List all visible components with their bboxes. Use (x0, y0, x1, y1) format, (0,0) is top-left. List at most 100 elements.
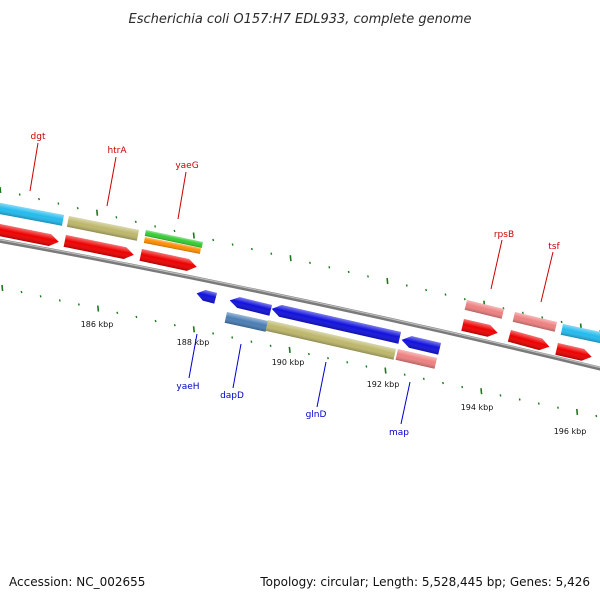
upper-scale-minor-tick (367, 275, 369, 278)
genome-backbone (0, 238, 600, 371)
gene-bar-dapD[interactable] (224, 312, 269, 332)
gene-arrow-tsf[interactable] (507, 330, 551, 353)
upper-scale-minor-tick (250, 247, 253, 251)
gene-arrow-dapD-shading (229, 297, 272, 316)
gene-arrow-yaeG[interactable] (139, 249, 198, 273)
lower-scale-minor-tick (403, 373, 406, 376)
gene-arrow-right-edge-shading (555, 343, 592, 361)
lower-scale-major-tick (480, 388, 483, 395)
lower-scale-minor-tick (365, 365, 368, 368)
gene-label-yaeH[interactable]: yaeH (176, 382, 199, 392)
backbone-line (0, 238, 600, 371)
scale-label-190: 190 kbp (272, 358, 305, 367)
gene-arrow-htrA-shading (63, 235, 134, 259)
gene-label-dapD[interactable]: dapD (220, 391, 244, 401)
lower-scale-minor-tick (442, 381, 444, 385)
gene-bar-yaeG-green[interactable] (144, 230, 203, 248)
leader-line-glnD (316, 361, 327, 408)
upper-scale-minor-tick (463, 297, 466, 301)
scale-ticks (0, 186, 600, 418)
leader-line-dapD (232, 343, 242, 389)
upper-scale-minor-tick (231, 243, 234, 246)
lower-scale-minor-tick (231, 336, 234, 339)
upper-scale-minor-tick (76, 206, 79, 210)
accession-text: Accession: NC_002655 (9, 575, 145, 589)
gene-label-rpsB[interactable]: rpsB (494, 230, 514, 240)
upper-scale-minor-tick (521, 311, 524, 315)
gene-bar-tsf-shading (512, 312, 558, 332)
gene-arrow-rpsB[interactable] (461, 319, 499, 339)
gene-arrow-map[interactable] (400, 334, 442, 355)
gene-label-htrA[interactable]: htrA (107, 146, 127, 156)
gene-bar-yaeG-orange[interactable] (143, 237, 202, 254)
gene-bar-dgt[interactable] (0, 201, 65, 226)
gene-arrow-dapD[interactable] (228, 295, 272, 316)
gene-arrow-htrA[interactable] (63, 235, 135, 261)
gene-bar-rpsB-shading (464, 300, 505, 319)
lower-scale-minor-tick (499, 394, 502, 397)
lower-scale-minor-tick (422, 377, 425, 381)
gene-arrow-tsf-shading (507, 330, 550, 351)
lower-scale-major-tick (97, 305, 100, 312)
gene-arrow-dgt-shading (0, 222, 59, 247)
lower-scale-minor-tick (518, 398, 521, 401)
gene-arrow-glnD[interactable] (270, 303, 401, 344)
scale-label-196: 196 kbp (554, 427, 587, 436)
gene-bar-yaeG-green-shading (144, 230, 203, 248)
scale-label-192: 192 kbp (367, 380, 400, 389)
gene-bar-htrA[interactable] (66, 216, 140, 241)
leader-line-yaeH (188, 333, 198, 379)
leader-line-dgt (29, 142, 39, 192)
gene-label-glnD[interactable]: glnD (306, 410, 327, 420)
upper-scale-major-tick (0, 186, 2, 194)
gene-bar-map-shading (395, 349, 438, 369)
upper-scale-minor-tick (173, 229, 176, 233)
gene-label-dgt[interactable]: dgt (31, 132, 46, 142)
gene-arrow-dgt[interactable] (0, 222, 60, 248)
upper-scale-minor-tick (115, 216, 118, 219)
lower-scale-minor-tick (461, 385, 464, 389)
lower-scale-minor-tick (39, 295, 42, 298)
leader-line-tsf (540, 251, 554, 303)
upper-scale-minor-tick (57, 202, 60, 205)
upper-scale-major-tick (289, 255, 292, 262)
upper-scale-minor-tick (425, 288, 428, 292)
gene-arrow-yaeH-shading (196, 289, 218, 304)
upper-scale-minor-tick (134, 220, 137, 224)
gene-label-map[interactable]: map (389, 428, 409, 438)
upper-scale-minor-tick (328, 266, 331, 269)
gene-arrow-right-edge[interactable] (555, 343, 593, 363)
gene-bar-cyan-right[interactable] (560, 324, 600, 345)
gene-bar-dgt-shading (0, 201, 65, 226)
gene-bar-glnD[interactable] (265, 320, 396, 360)
lower-scale-minor-tick (557, 406, 559, 409)
upper-scale-minor-tick (270, 252, 273, 255)
gene-features (0, 201, 600, 369)
gene-bar-glnD-shading (265, 320, 396, 360)
gene-arrow-map-shading (401, 336, 442, 355)
gene-label-yaeG[interactable]: yaeG (175, 161, 198, 171)
upper-scale-minor-tick (560, 320, 563, 324)
gene-bar-htrA-shading (66, 216, 140, 241)
upper-scale-minor-tick (212, 238, 215, 242)
gene-label-tsf[interactable]: tsf (548, 242, 560, 252)
lower-scale-major-tick (288, 346, 291, 353)
lower-scale-minor-tick (212, 332, 215, 335)
upper-scale-minor-tick (347, 270, 350, 274)
scale-label-188: 188 kbp (177, 338, 210, 347)
gene-arrow-yaeH[interactable] (195, 288, 218, 304)
leader-line-rpsB (490, 239, 503, 290)
gene-bar-rpsB[interactable] (464, 300, 505, 319)
gene-bar-tsf[interactable] (512, 312, 558, 332)
lower-scale-minor-tick (327, 356, 329, 360)
lower-scale-minor-tick (154, 319, 157, 323)
gene-bar-dapD-shading (224, 312, 269, 332)
gene-bar-map[interactable] (395, 349, 438, 369)
upper-scale-minor-tick (18, 193, 21, 196)
map-title: Escherichia coli O157:H7 EDL933, complet… (129, 12, 472, 27)
lower-scale-major-tick (384, 367, 387, 374)
lower-scale-minor-tick (135, 315, 138, 319)
lower-scale-major-tick (192, 326, 195, 333)
